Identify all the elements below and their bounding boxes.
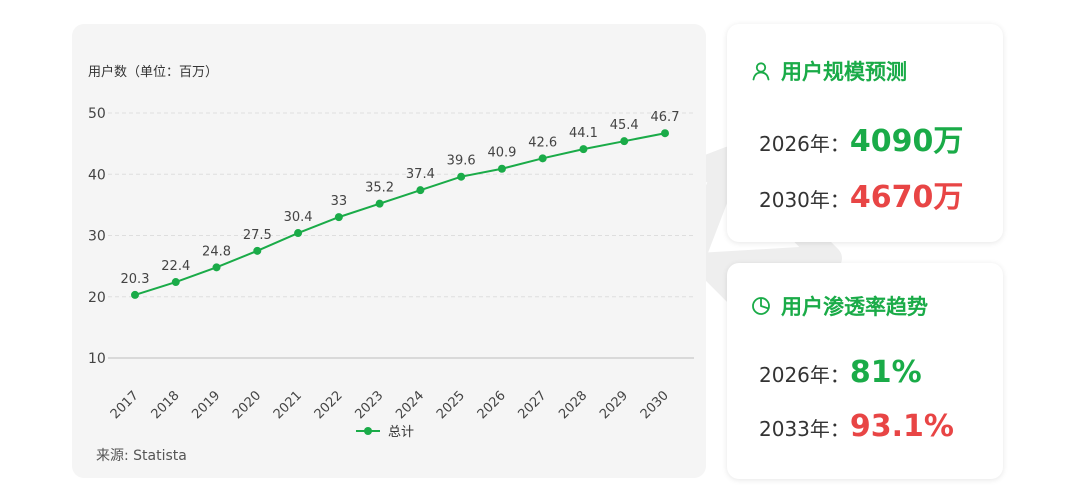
data-point	[416, 186, 425, 195]
x-tick-label: 2018	[149, 388, 183, 422]
data-point	[375, 199, 384, 208]
user-forecast-card: 用户规模预测 2026年： 4090万 2030年： 4670万	[727, 24, 1003, 242]
year-label: 2026年：	[759, 363, 850, 387]
user-forecast-title: 用户规模预测	[751, 56, 907, 86]
y-tick-label: 10	[88, 351, 106, 367]
year-label: 2026年：	[759, 132, 850, 156]
y-tick-label: 50	[88, 106, 106, 122]
data-point	[457, 172, 466, 181]
data-label: 35.2	[365, 181, 394, 196]
penetration-row: 2033年： 93.1%	[759, 409, 954, 444]
y-tick-label: 30	[88, 229, 106, 245]
data-point	[538, 154, 547, 163]
data-point	[497, 164, 506, 173]
data-label: 42.6	[528, 135, 557, 150]
x-tick-label: 2017	[108, 388, 142, 422]
x-tick-label: 2019	[189, 388, 223, 422]
data-point	[334, 213, 343, 222]
chart-card: 用户数（单位：百万） 10 20 30 40 50 2017 2018 2019 2020 202…	[72, 24, 706, 478]
user-forecast-row: 2030年： 4670万	[759, 172, 963, 216]
data-label: 40.9	[487, 146, 516, 161]
x-tick-label: 2030	[638, 388, 672, 422]
x-tick-label: 2028	[556, 388, 590, 422]
x-tick-label: 2021	[271, 388, 305, 422]
penetration-row: 2026年： 81%	[759, 355, 922, 390]
data-label: 20.3	[121, 272, 150, 287]
data-label: 45.4	[610, 118, 639, 133]
data-point	[131, 290, 139, 299]
data-point	[212, 263, 221, 272]
penetration-value: 81%	[849, 355, 922, 390]
legend-line-dot-icon	[356, 425, 380, 437]
data-point	[171, 278, 180, 287]
data-label: 37.4	[406, 167, 435, 182]
user-forecast-row: 2026年： 4090万	[759, 116, 963, 160]
user-forecast-title-text: 用户规模预测	[781, 60, 907, 84]
pie-chart-icon	[752, 297, 770, 315]
data-label: 39.6	[447, 154, 476, 169]
penetration-value: 93.1%	[849, 409, 954, 444]
forecast-value: 4090万	[849, 124, 964, 159]
x-tick-label: 2027	[516, 388, 550, 422]
x-tick-label: 2026	[475, 388, 509, 422]
forecast-value: 4670万	[849, 180, 964, 215]
x-tick-label: 2023	[352, 388, 386, 422]
x-tick-label: 2025	[434, 388, 468, 422]
penetration-trend-card: 用户渗透率趋势 2026年： 81% 2033年： 93.1%	[727, 263, 1003, 479]
data-label: 33	[331, 194, 348, 209]
data-label: 24.8	[202, 244, 231, 259]
data-label: 46.7	[651, 110, 680, 125]
data-label: 22.4	[161, 259, 190, 274]
source-note: 来源: Statista	[96, 448, 187, 464]
x-tick-label: 2022	[312, 388, 346, 422]
x-tick-label: 2024	[393, 388, 427, 422]
penetration-trend-title-text: 用户渗透率趋势	[781, 295, 928, 319]
data-label: 30.4	[284, 210, 313, 225]
year-label: 2030年：	[759, 188, 850, 212]
x-tick-label: 2020	[230, 388, 264, 422]
x-tick-label: 2029	[597, 388, 631, 422]
y-axis-title: 用户数（单位：百万）	[88, 65, 219, 80]
data-label: 44.1	[569, 126, 598, 141]
data-point	[294, 229, 303, 238]
legend-label: 总计	[388, 425, 415, 440]
data-point	[253, 246, 262, 255]
user-icon	[752, 62, 770, 81]
data-label: 27.5	[243, 228, 272, 243]
series-line-total	[134, 132, 666, 296]
penetration-trend-title: 用户渗透率趋势	[751, 291, 928, 321]
year-label: 2033年：	[759, 417, 850, 441]
data-point	[620, 137, 629, 146]
data-point	[579, 145, 588, 154]
chart-legend[interactable]: 总计	[356, 421, 414, 440]
data-point	[661, 129, 669, 138]
y-tick-label: 40	[88, 167, 106, 183]
y-tick-label: 20	[88, 290, 106, 306]
